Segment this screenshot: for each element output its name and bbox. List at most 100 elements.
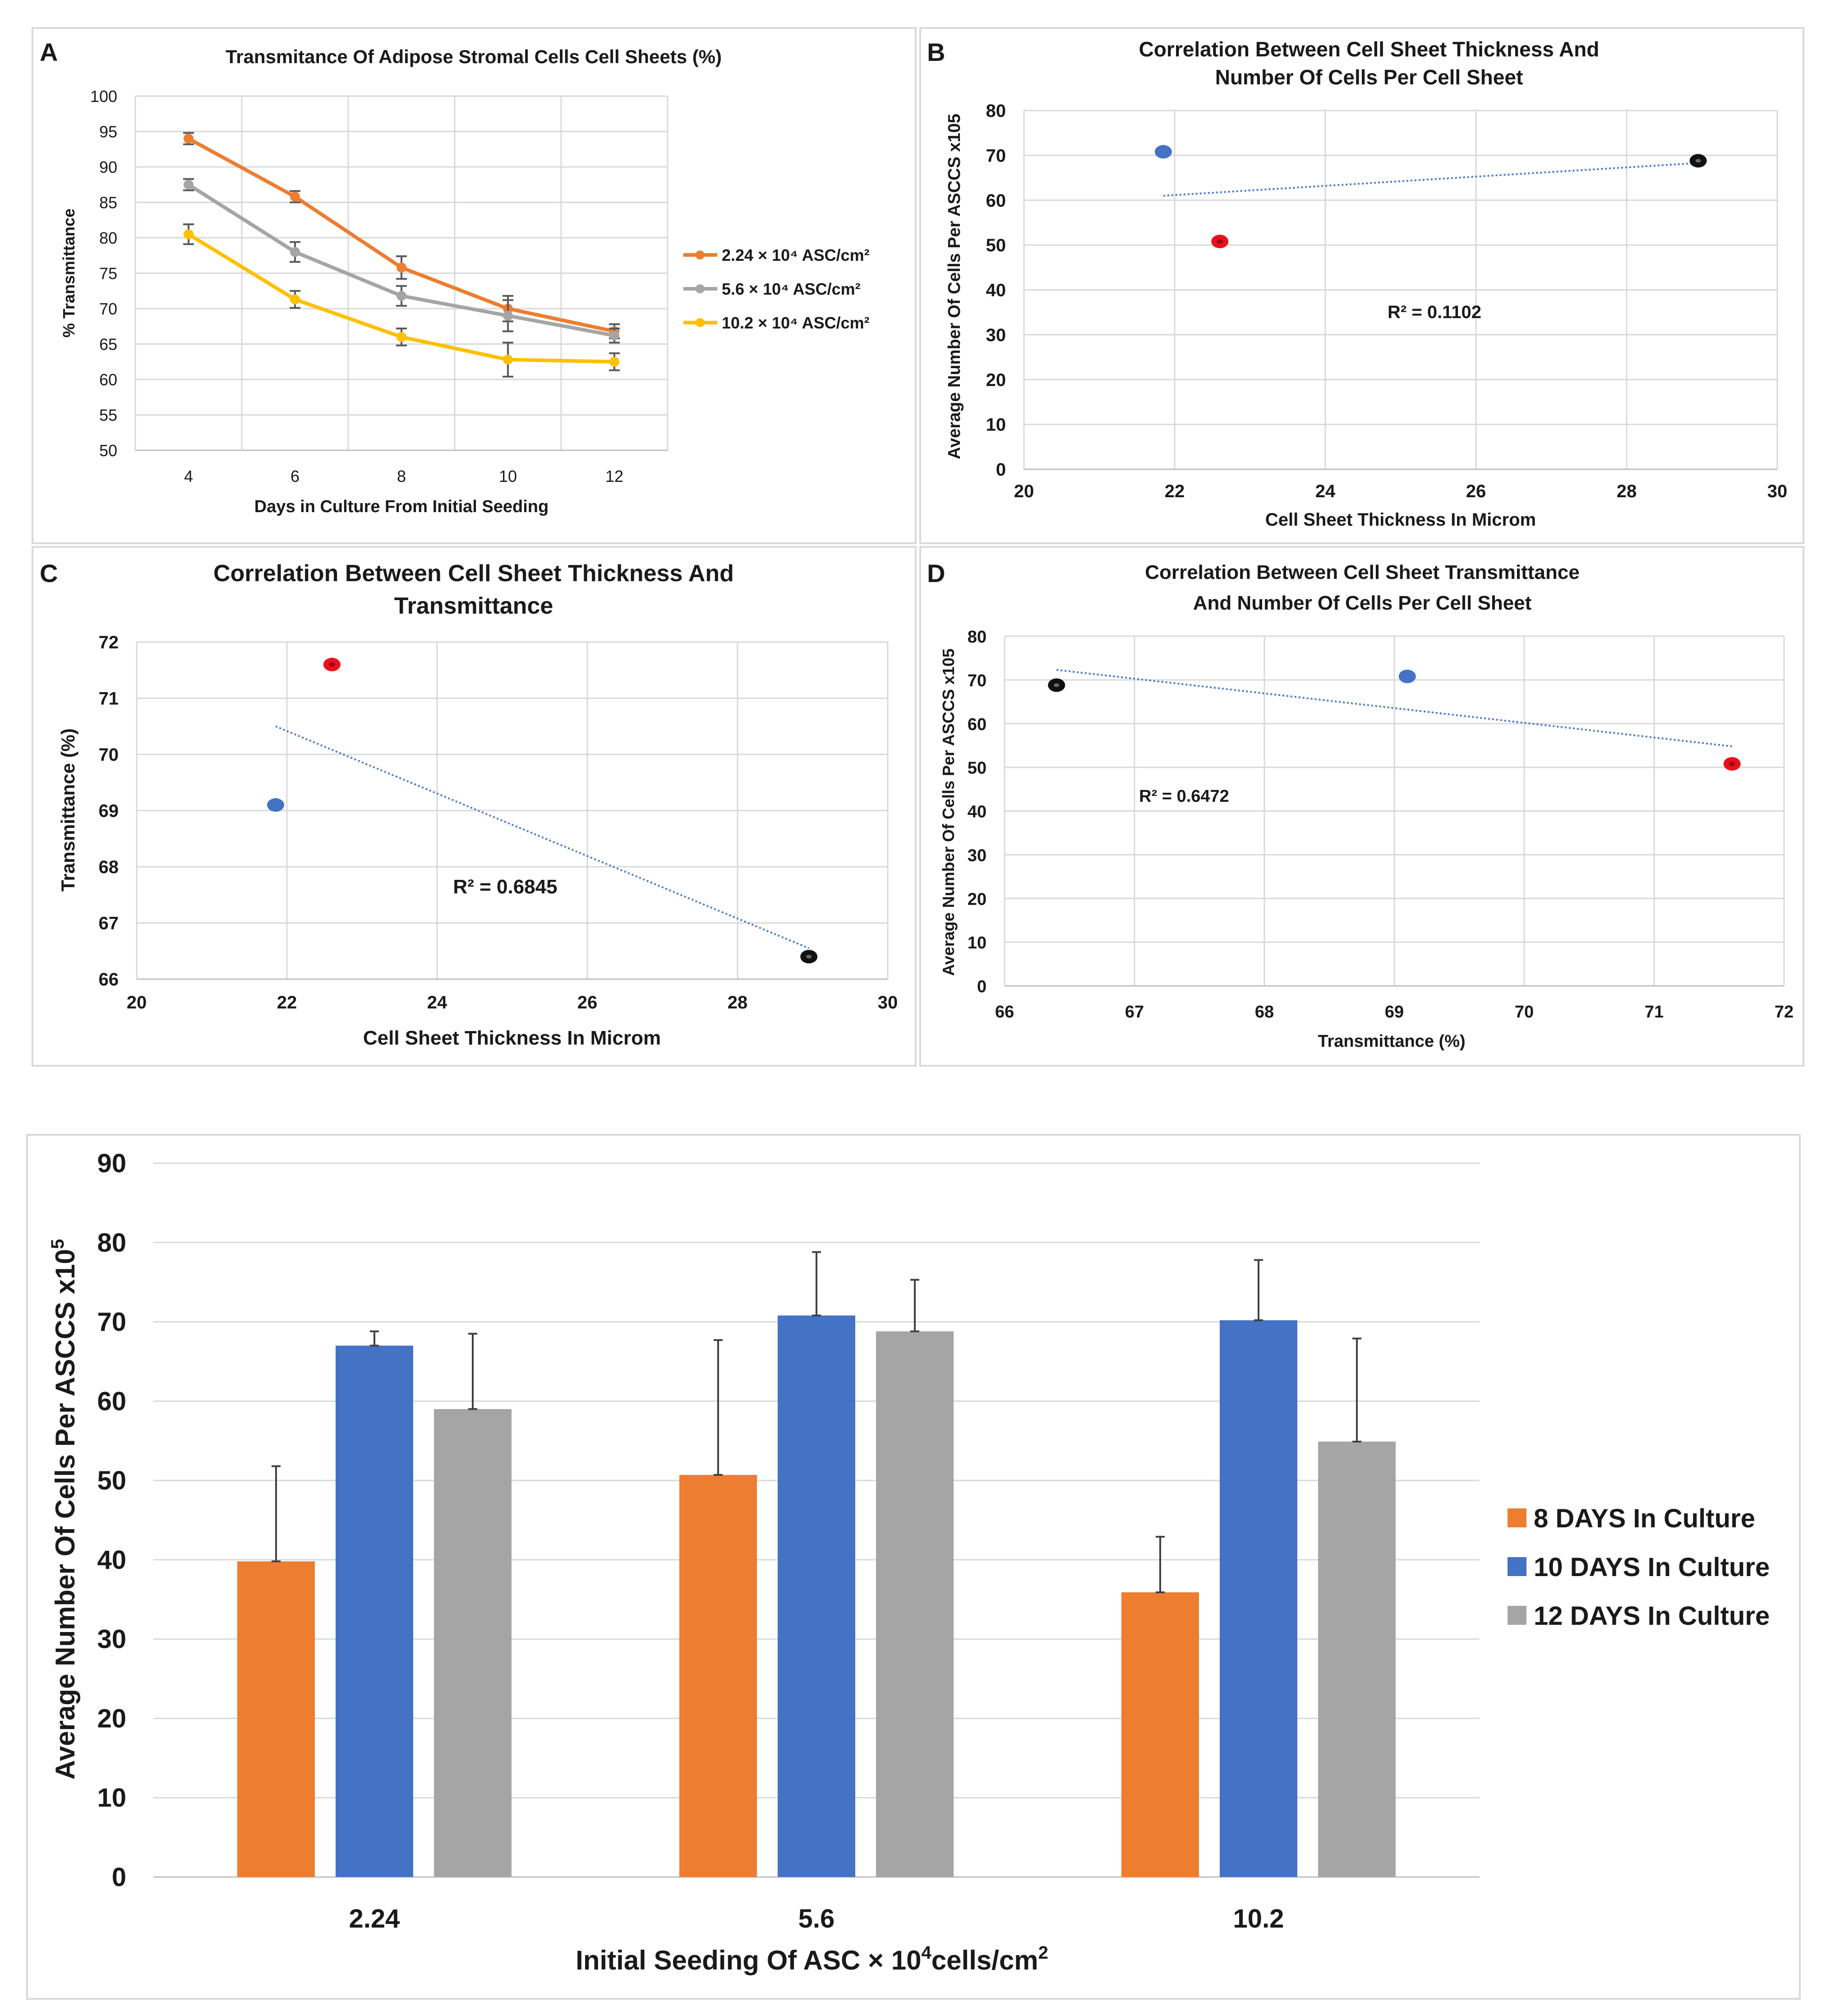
chart-c-ytick: 70: [99, 745, 119, 765]
chart-a-legend-marker: [696, 284, 705, 293]
chart-c-title: Transmittance: [394, 593, 553, 619]
panel-letter-b: B: [927, 38, 945, 66]
chart-a-xtick: 12: [605, 467, 623, 486]
chart-b-xtick: 26: [1466, 481, 1486, 501]
chart-e-legend-label: 8 DAYS In Culture: [1534, 1504, 1755, 1533]
chart-b-xlabel: Cell Sheet Thickness In Microm: [1265, 510, 1536, 530]
chart-c-ytick: 66: [99, 970, 119, 990]
chart-b-xtick: 28: [1617, 481, 1637, 501]
chart-e-xlabel: Initial Seeding Of ASC × 104cells/cm2: [576, 1943, 1048, 1975]
chart-c-ytick: 71: [99, 689, 119, 709]
chart-a-ytick: 85: [99, 194, 117, 212]
chart-b-ylabel: Average Number Of Cells Per ASCCS x105: [945, 114, 964, 459]
chart-d-xtick: 70: [1515, 1003, 1534, 1022]
chart-e-category-label: 5.6: [798, 1904, 835, 1933]
chart-e-legend-swatch: [1508, 1557, 1526, 1576]
chart-e-xlabel-part: Initial Seeding Of ASC × 10: [576, 1945, 921, 1975]
chart-c-xtick: 30: [878, 993, 898, 1013]
chart-a-xtick: 10: [499, 467, 517, 486]
chart-c-xtick: 20: [127, 993, 147, 1013]
chart-b-ytick: 0: [996, 460, 1006, 480]
chart-a-data-point: [184, 229, 194, 240]
chart-a-ytick: 95: [99, 123, 117, 141]
chart-c-ytick: 67: [99, 914, 119, 934]
chart-d-ytick: 50: [968, 759, 987, 778]
chart-d-data-point-highlight: [1054, 683, 1060, 687]
chart-b-r2-label: R² = 0.1102: [1388, 302, 1481, 322]
chart-c-r2-label: R² = 0.6845: [453, 876, 557, 898]
chart-a-data-point: [290, 247, 300, 257]
chart-e-bar: [1121, 1592, 1199, 1877]
chart-b-ytick: 60: [986, 191, 1006, 211]
chart-a-ytick: 55: [99, 406, 117, 425]
chart-e-bar: [1318, 1441, 1396, 1877]
chart-d-ytick: 10: [968, 934, 987, 953]
chart-b-data-point-highlight: [1695, 159, 1701, 163]
chart-e-xlabel-part: 2: [1038, 1943, 1048, 1963]
chart-b-xtick: 20: [1014, 481, 1034, 501]
chart-a-data-point: [397, 262, 406, 273]
chart-d-ytick: 80: [968, 628, 987, 647]
chart-e-xlabel-part: cells/cm: [931, 1945, 1038, 1975]
chart-e-ytick: 40: [97, 1545, 126, 1575]
chart-e-ytick: 30: [97, 1625, 126, 1654]
chart-b-title: Number Of Cells Per Cell Sheet: [1215, 65, 1523, 89]
chart-c-ytick: 72: [99, 633, 119, 652]
chart-b-xtick: 24: [1315, 481, 1336, 501]
chart-a-ytick: 75: [99, 264, 117, 283]
chart-a-ytick: 80: [99, 229, 117, 247]
chart-c-ylabel: Transmittance (%): [57, 728, 78, 892]
chart-a-data-point: [290, 191, 300, 202]
chart-e-category-label: 10.2: [1233, 1904, 1284, 1933]
chart-c-xlabel: Cell Sheet Thickness In Microm: [363, 1027, 661, 1049]
chart-b-data-point: [1154, 145, 1172, 159]
chart-e-bar: [237, 1561, 315, 1877]
chart-d-ytick: 20: [968, 890, 987, 909]
chart-c-xtick: 26: [577, 993, 598, 1013]
chart-a-data-point: [290, 294, 300, 305]
chart-e-legend-label: 12 DAYS In Culture: [1534, 1601, 1770, 1631]
chart-e-ylabel-part: 5: [48, 1239, 68, 1249]
chart-e-ytick: 80: [97, 1228, 126, 1258]
chart-d-xtick: 72: [1775, 1003, 1794, 1022]
chart-e-bar: [876, 1331, 954, 1877]
chart-a-data-point: [184, 134, 194, 144]
chart-e-ylabel-part: Average Number Of Cells Per ASCCS x10: [50, 1249, 80, 1780]
chart-e-ytick: 10: [97, 1783, 126, 1813]
chart-d-xtick: 67: [1125, 1003, 1144, 1022]
chart-a-legend-label: 2.24 × 10⁴ ASC/cm²: [722, 246, 870, 264]
chart-e-category-label: 2.24: [349, 1904, 400, 1933]
chart-b-ytick: 70: [986, 146, 1006, 166]
chart-c-data-point: [267, 798, 285, 812]
chart-d-xtick: 68: [1255, 1003, 1274, 1022]
chart-a-legend-marker: [696, 250, 705, 259]
chart-b-ytick: 50: [986, 236, 1006, 255]
chart-c-trendline: [275, 725, 809, 949]
chart-a-ytick: 65: [99, 335, 117, 354]
chart-a-legend-label: 10.2 × 10⁴ ASC/cm²: [722, 314, 870, 332]
chart-d-r2-label: R² = 0.6472: [1139, 787, 1229, 806]
chart-a-data-point: [609, 356, 619, 367]
chart-b-xtick: 22: [1165, 481, 1185, 501]
chart-e-legend-label: 10 DAYS In Culture: [1534, 1553, 1770, 1582]
panel-a-frame: [32, 27, 917, 544]
chart-a-title: Transmitance Of Adipose Stromal Cells Ce…: [226, 46, 722, 67]
chart-c-xtick: 28: [728, 993, 748, 1013]
chart-c-data-point-highlight: [806, 955, 812, 959]
chart-d-xlabel: Transmittance (%): [1318, 1032, 1465, 1051]
panel-letter-a: A: [40, 38, 58, 66]
chart-a-ytick: 100: [90, 87, 117, 106]
chart-c-ytick: 68: [99, 857, 119, 877]
chart-d-ytick: 0: [977, 977, 987, 996]
chart-d-xtick: 69: [1385, 1003, 1404, 1022]
chart-d-xtick: 71: [1645, 1003, 1664, 1022]
chart-c-ytick: 69: [99, 801, 119, 821]
chart-e-bar: [679, 1475, 757, 1877]
chart-e-ytick: 70: [97, 1308, 126, 1337]
chart-b-ytick: 40: [986, 281, 1006, 301]
chart-a-data-point: [609, 330, 619, 341]
chart-d-title: Correlation Between Cell Sheet Transmitt…: [1145, 561, 1579, 583]
chart-b-ytick: 10: [986, 415, 1006, 435]
chart-a-ytick: 60: [99, 370, 117, 389]
